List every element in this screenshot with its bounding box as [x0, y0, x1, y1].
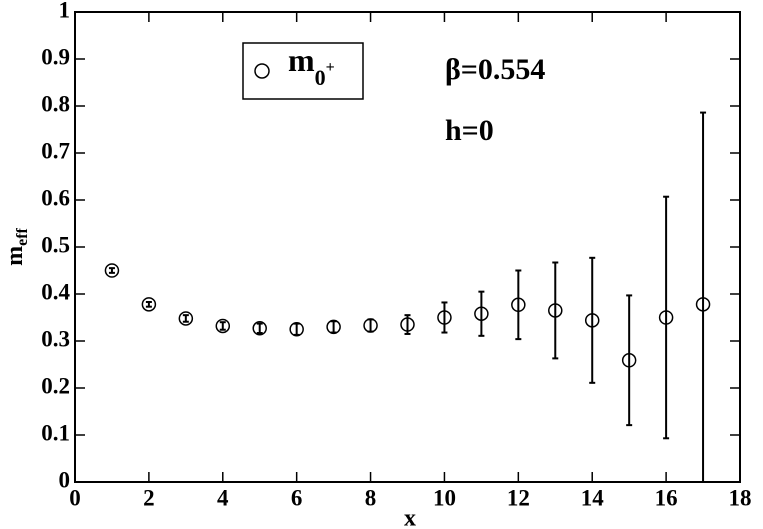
point: [252, 321, 267, 336]
x-tick-label: 18: [729, 485, 752, 510]
x-tick-label: 0: [69, 485, 81, 510]
x-tick-label: 16: [655, 485, 678, 510]
point: [474, 306, 489, 321]
legend-base: m: [288, 42, 315, 78]
y-tick-label: 0.7: [41, 138, 70, 163]
legend-sup: +: [326, 59, 335, 76]
y-label-base: m: [2, 246, 28, 266]
y-tick-label: 0.5: [41, 232, 70, 257]
y-axis-label: meff: [2, 227, 31, 265]
point: [104, 263, 120, 278]
y-tick-label: 0.4: [41, 279, 70, 304]
y-tick-label: 0.8: [41, 91, 70, 116]
x-tick-label: 10: [433, 485, 456, 510]
plot-frame: [74, 11, 741, 483]
point: [215, 318, 231, 334]
annotation: β=0.554: [445, 53, 545, 86]
legend-marker: [254, 63, 270, 79]
y-tick-label: 0.9: [41, 44, 70, 69]
point: [400, 317, 415, 332]
point: [548, 303, 563, 318]
point: [511, 297, 526, 313]
point: [658, 310, 674, 325]
x-tick-label: 8: [365, 485, 377, 510]
point: [621, 353, 637, 368]
y-tick-label: 1: [59, 0, 71, 22]
point: [363, 318, 378, 333]
legend-sub: 0: [315, 65, 326, 90]
point: [326, 319, 341, 335]
point: [141, 297, 157, 312]
plot-area: [104, 111, 711, 482]
point: [289, 322, 304, 337]
x-axis-label: x: [404, 506, 416, 529]
y-tick-label: 0.6: [41, 185, 70, 210]
legend-label: m0+: [288, 42, 335, 90]
point: [584, 313, 600, 328]
x-tick-label: 14: [581, 485, 605, 510]
point: [178, 311, 194, 326]
point: [695, 297, 711, 312]
x-tick-label: 2: [143, 485, 155, 510]
y-tick-label: 0.1: [41, 420, 70, 445]
legend-box: [242, 42, 364, 100]
annotation: h=0: [445, 114, 494, 147]
y-tick-label: 0.2: [41, 373, 70, 398]
y-tick-label: 0.3: [41, 326, 70, 351]
point: [437, 310, 452, 325]
y-tick-label: 0: [59, 467, 71, 492]
x-tick-label: 4: [217, 485, 229, 510]
y-label-sub: eff: [14, 227, 31, 245]
x-tick-label: 6: [291, 485, 303, 510]
x-tick-label: 12: [507, 485, 530, 510]
